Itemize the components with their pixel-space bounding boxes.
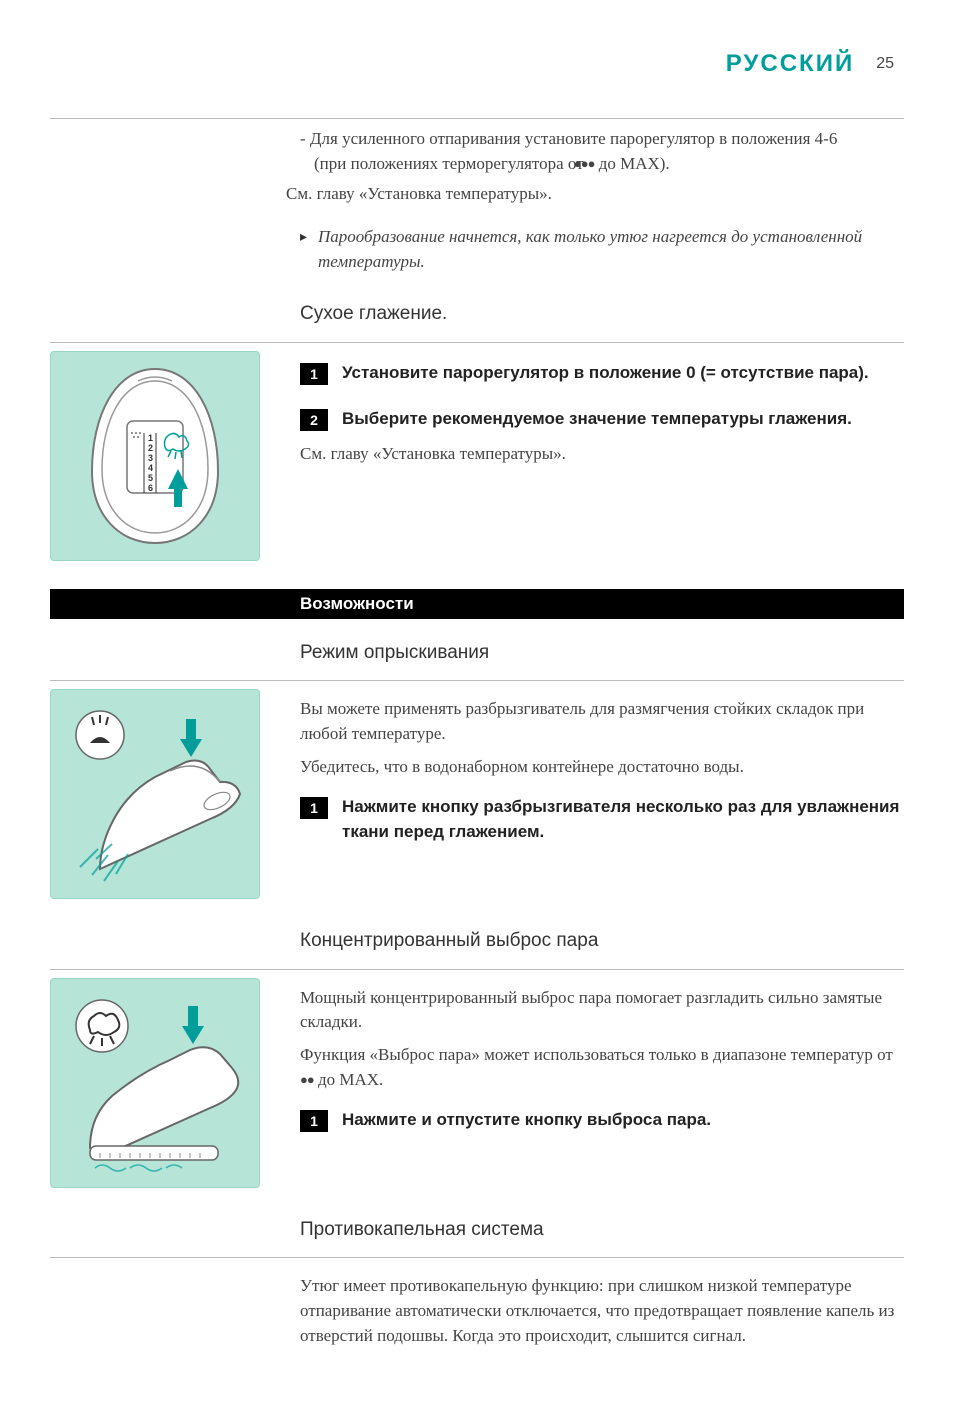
iron-dial-icon: 1 2 3 4 5 6: [60, 361, 250, 551]
features-bar-label: Возможности: [280, 589, 904, 619]
iron-top-view-illustration: 1 2 3 4 5 6: [50, 351, 260, 561]
arrow-down-icon: [182, 1006, 204, 1044]
page-header: РУССКИЙ 25: [50, 50, 904, 78]
burst-step-1: 1 Нажмите и отпустите кнопку выброса пар…: [300, 1108, 904, 1133]
spray-para-2: Убедитесь, что в водонаборном контейнере…: [300, 755, 904, 780]
divider: [50, 680, 904, 681]
burst-heading-row: Концентрированный выброс пара: [50, 899, 904, 959]
iron-steam-burst-illustration: [50, 978, 260, 1188]
spray-text: Вы можете применять разбрызгиватель для …: [280, 689, 904, 854]
burst-step-1-text: Нажмите и отпустите кнопку выброса пара.: [342, 1108, 904, 1133]
dash-item: - Для усиленного отпаривания установите …: [300, 127, 904, 176]
features-section-bar: Возможности: [50, 589, 904, 619]
drip-para: Утюг имеет противокапельную функцию: при…: [300, 1274, 904, 1348]
divider: [50, 969, 904, 970]
divider: [50, 118, 904, 119]
burst-para-2: Функция «Выброс пара» может использовать…: [300, 1043, 904, 1092]
arrow-note-text: Парообразование начнется, как только утю…: [318, 225, 904, 274]
spray-content-row: Вы можете применять разбрызгиватель для …: [50, 689, 904, 899]
see-chapter-note: См. главу «Установка температуры».: [286, 182, 904, 207]
spray-heading: Режим опрыскивания: [300, 639, 904, 667]
burst-para-2a: Функция «Выброс пара» может использовать…: [300, 1045, 893, 1064]
dash-text-1: Для усиленного отпаривания установите па…: [310, 129, 837, 148]
spray-illustration-col: [50, 689, 280, 899]
step-number-badge: 1: [300, 797, 328, 819]
dry-illustration-col: 1 2 3 4 5 6: [50, 351, 280, 561]
dry-text: 1 Установите парорегулятор в положение 0…: [280, 351, 904, 467]
dots-2-icon: ●●: [300, 1071, 314, 1090]
step-number-badge: 1: [300, 1110, 328, 1132]
arrow-note: ▸ Парообразование начнется, как только у…: [300, 225, 904, 274]
drip-content-row: Утюг имеет противокапельную функцию: при…: [50, 1266, 904, 1356]
spray-para-1: Вы можете применять разбрызгиватель для …: [300, 697, 904, 746]
dry-content-row: 1 2 3 4 5 6: [50, 351, 904, 561]
burst-para-2b: до MAX.: [314, 1070, 384, 1089]
divider: [50, 1257, 904, 1258]
dry-heading: Сухое глажение.: [300, 300, 904, 328]
dry-step-1: 1 Установите парорегулятор в положение 0…: [300, 361, 904, 386]
page-number: 25: [876, 55, 894, 73]
burst-illustration-col: [50, 978, 280, 1188]
dash-text-2a: (при положениях терморегулятора от: [314, 154, 588, 173]
divider: [50, 342, 904, 343]
iron-spray-illustration: [50, 689, 260, 899]
svg-text:1: 1: [148, 433, 153, 443]
svg-text:2: 2: [148, 443, 153, 453]
dry-step-2-text: Выберите рекомендуемое значение температ…: [342, 407, 904, 432]
language-label: РУССКИЙ: [726, 50, 854, 78]
spray-step-1: 1 Нажмите кнопку разбрызгивателя несколь…: [300, 795, 904, 844]
svg-text:3: 3: [148, 453, 153, 463]
drip-heading-row: Противокапельная система: [50, 1188, 904, 1248]
intro-text: - Для усиленного отпаривания установите …: [280, 127, 904, 280]
step-number-badge: 1: [300, 363, 328, 385]
spray-heading-row: Режим опрыскивания: [50, 619, 904, 671]
burst-content-row: Мощный концентрированный выброс пара пом…: [50, 978, 904, 1188]
dry-heading-row: Сухое глажение.: [50, 280, 904, 332]
svg-text:6: 6: [148, 483, 153, 493]
drip-text: Утюг имеет противокапельную функцию: при…: [280, 1266, 904, 1356]
spray-step-1-text: Нажмите кнопку разбрызгивателя несколько…: [342, 795, 904, 844]
dash-text-2b: до MAX).: [594, 154, 669, 173]
steam-burst-icon: [60, 988, 250, 1178]
manual-page: РУССКИЙ 25 - Для усиленного отпаривания …: [0, 0, 954, 1416]
drip-heading: Противокапельная система: [300, 1216, 904, 1244]
burst-heading: Концентрированный выброс пара: [300, 927, 904, 955]
svg-text:4: 4: [148, 463, 153, 473]
dry-step-1-text: Установите парорегулятор в положение 0 (…: [342, 361, 904, 386]
burst-text: Мощный концентрированный выброс пара пом…: [280, 978, 904, 1143]
burst-para-1: Мощный концентрированный выброс пара пом…: [300, 986, 904, 1035]
arrow-down-icon: [180, 719, 202, 757]
step-number-badge: 2: [300, 409, 328, 431]
spray-iron-icon: [60, 699, 250, 889]
svg-text:5: 5: [148, 473, 153, 483]
intro-row: - Для усиленного отпаривания установите …: [50, 127, 904, 280]
dry-step-2: 2 Выберите рекомендуемое значение темпер…: [300, 407, 904, 432]
dry-see-chapter: См. главу «Установка температуры».: [300, 442, 904, 467]
triangle-right-icon: ▸: [300, 225, 318, 248]
